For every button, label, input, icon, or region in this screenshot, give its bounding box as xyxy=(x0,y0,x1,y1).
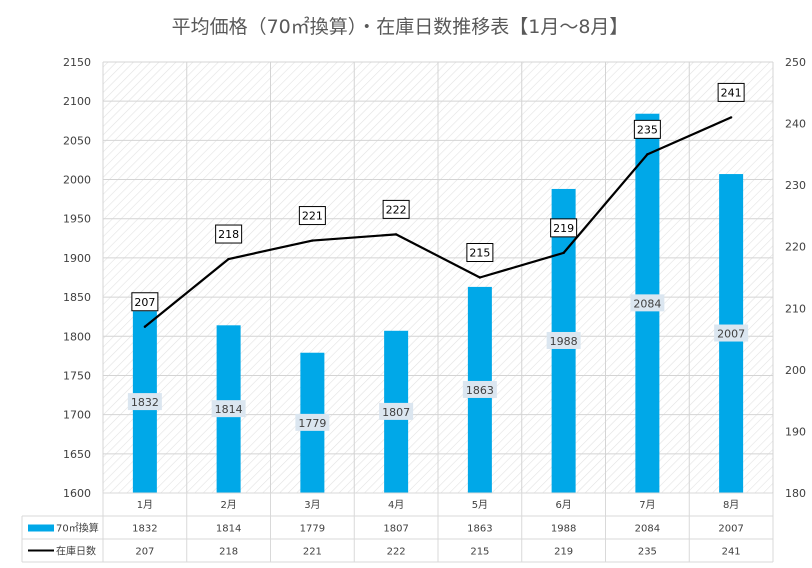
bar-label-bg xyxy=(462,380,497,398)
table-cell-days: 219 xyxy=(554,547,573,558)
legend-label: 在庫日数 xyxy=(56,545,96,558)
y-left-tick-label: 1600 xyxy=(63,487,91,500)
line-data-label: 222 xyxy=(386,203,407,216)
table-cell-days: 215 xyxy=(470,547,489,558)
y-right-tick-label: 210 xyxy=(785,302,806,315)
y-left-tick-label: 1650 xyxy=(63,448,91,461)
y-left-tick-label: 1950 xyxy=(63,213,91,226)
table-cell-price: 1807 xyxy=(383,524,408,535)
x-category-label: 2月 xyxy=(220,499,236,511)
line-point xyxy=(478,276,482,279)
line-data-label: 215 xyxy=(469,247,490,260)
x-category-label: 7月 xyxy=(639,499,655,511)
line-label-box xyxy=(466,243,494,262)
bar-label-bg xyxy=(127,393,162,411)
table-cell-days: 235 xyxy=(638,547,657,558)
table-cell-price: 1832 xyxy=(132,524,157,535)
line-label-box xyxy=(298,206,326,226)
table-cell-price: 1863 xyxy=(467,524,492,535)
line-label-box xyxy=(717,82,745,102)
y-right-tick-label: 180 xyxy=(785,487,806,500)
line-data-label: 221 xyxy=(302,210,323,223)
table-cell-days: 207 xyxy=(135,547,154,558)
table-cell-days: 221 xyxy=(303,547,322,558)
y-left-tick-label: 2050 xyxy=(63,134,91,147)
y-left-tick-label: 1900 xyxy=(63,252,91,265)
y-left-tick-label: 2150 xyxy=(63,56,91,69)
table-cell-price: 1814 xyxy=(216,524,241,535)
line-point xyxy=(227,257,230,261)
line-data-label: 219 xyxy=(553,222,574,235)
x-category-label: 5月 xyxy=(472,499,488,511)
y-left-tick-label: 2000 xyxy=(63,174,91,187)
line-point xyxy=(143,325,147,328)
bar-label-bg xyxy=(546,331,581,349)
line-point xyxy=(729,116,733,119)
x-category-label: 6月 xyxy=(555,499,571,511)
y-left-tick-label: 1700 xyxy=(63,409,91,422)
plot-area: 1600 1650 1700 1750 1800 1850 1900 1950 2000 2050… xyxy=(63,56,806,500)
y-right-tick-label: 250 xyxy=(785,56,806,69)
table-cell-days: 241 xyxy=(722,547,741,558)
y-right-tick-label: 190 xyxy=(785,425,806,438)
bar-label-bg xyxy=(295,413,330,431)
x-category-label: 3月 xyxy=(304,499,320,511)
bar-data-label: 1863 xyxy=(466,384,494,397)
y-right-tick-label: 240 xyxy=(785,118,806,131)
bar-label-bg xyxy=(211,400,246,418)
bar-data-label: 1832 xyxy=(131,396,159,409)
bar-data-label: 2084 xyxy=(633,297,661,310)
line-series xyxy=(144,116,732,328)
line-data-label: 207 xyxy=(134,296,155,309)
bar-label-bg xyxy=(630,294,665,312)
line-point xyxy=(562,251,565,255)
legend-label: 70㎡換算 xyxy=(56,522,99,535)
y-right-tick-label: 230 xyxy=(785,179,806,192)
line-data-label: 235 xyxy=(637,123,658,136)
y-left-tick-label: 1750 xyxy=(63,369,91,382)
line-label-box xyxy=(550,218,578,238)
y-right-tick-label: 200 xyxy=(785,364,806,377)
y-left-tick-label: 2100 xyxy=(63,95,91,108)
bar-data-label: 1779 xyxy=(298,417,326,430)
bar-label-bg xyxy=(714,324,749,342)
line-data-label: 218 xyxy=(218,228,239,241)
table-cell-price: 1988 xyxy=(551,524,576,535)
line-label-box xyxy=(131,292,159,312)
bar-label-bg xyxy=(379,402,414,420)
table-cell-price: 2007 xyxy=(718,524,743,535)
table-cell-price: 1779 xyxy=(300,524,325,535)
line-point xyxy=(394,233,398,236)
line-label-box xyxy=(633,119,661,139)
bar-data-label: 1807 xyxy=(382,406,410,419)
y-left-tick-label: 1800 xyxy=(63,330,91,343)
table-cell-days: 222 xyxy=(387,547,406,558)
bar-data-label: 1988 xyxy=(550,335,578,348)
y-left-tick-label: 1850 xyxy=(63,291,91,304)
bar-data-label: 2007 xyxy=(717,328,745,341)
line-data-label: 241 xyxy=(721,86,742,99)
line-point xyxy=(311,239,314,242)
y-right-tick-label: 220 xyxy=(785,241,806,254)
line-point xyxy=(646,153,649,156)
x-category-label: 1月 xyxy=(137,499,153,511)
x-category-label: 8月 xyxy=(723,499,739,511)
table-cell-price: 2084 xyxy=(635,524,660,535)
bar-data-label: 1814 xyxy=(215,403,243,416)
line-label-box xyxy=(215,224,243,244)
table-cell-days: 218 xyxy=(219,547,238,558)
line-label-box xyxy=(382,199,410,219)
x-category-label: 4月 xyxy=(388,499,404,511)
legend-key-bar xyxy=(28,524,54,532)
chart-title: 平均価格（70㎡換算）・在庫日数推移表【1月～8月】 xyxy=(172,15,629,38)
